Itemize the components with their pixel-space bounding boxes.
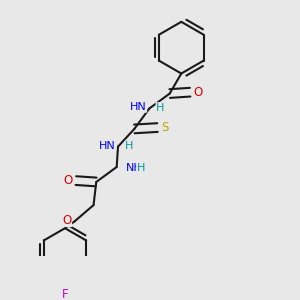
Text: F: F — [62, 288, 68, 300]
Text: H: H — [156, 103, 164, 113]
Text: H: H — [125, 141, 133, 151]
Text: S: S — [161, 121, 169, 134]
Text: O: O — [62, 214, 71, 226]
Text: NH: NH — [126, 163, 143, 172]
Text: O: O — [64, 174, 73, 187]
Text: HN: HN — [130, 102, 147, 112]
Text: HN: HN — [99, 141, 115, 151]
Text: H: H — [137, 163, 145, 173]
Text: O: O — [193, 86, 203, 99]
